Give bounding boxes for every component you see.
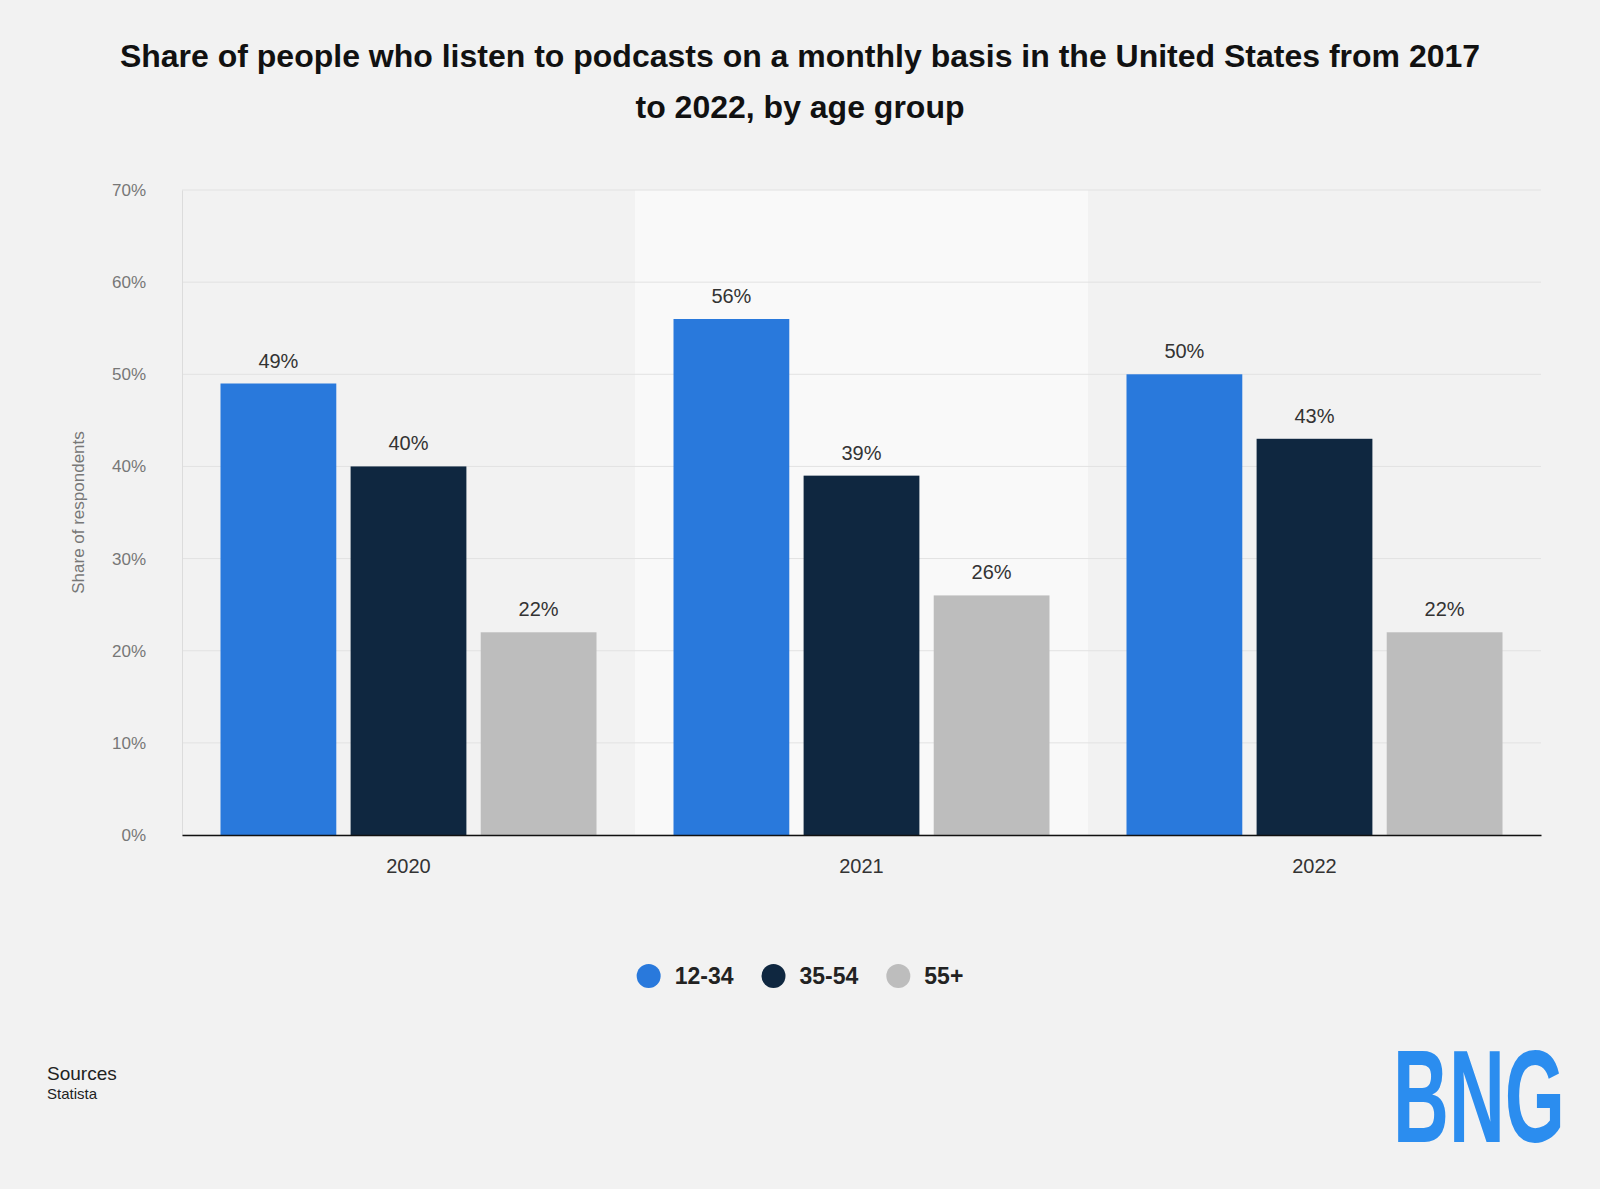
bar: [1387, 632, 1503, 835]
band-shading: [635, 190, 1088, 835]
legend-label: 55+: [924, 963, 963, 989]
y-tick: 20%: [112, 642, 182, 661]
data-label: 22%: [519, 598, 559, 620]
y-tick: 40%: [112, 457, 182, 476]
grid-line: [182, 374, 1541, 375]
x-tick: 2020: [386, 835, 431, 877]
data-labels: 49% 56% 50% 40% 39% 43% 22% 26% 22%: [258, 285, 1464, 620]
y-tick: 10%: [112, 734, 182, 753]
bar: [1257, 439, 1373, 835]
logo: BNG: [1393, 1023, 1565, 1170]
y-tick-label: 20%: [112, 642, 146, 661]
source: Statista: [47, 1085, 98, 1102]
x-tick-label: 2022: [1292, 855, 1337, 877]
y-tick: 60%: [112, 273, 182, 292]
y-tick-label: 10%: [112, 734, 146, 753]
data-label: 49%: [258, 350, 298, 372]
y-tick-label: 40%: [112, 457, 146, 476]
background: [0, 0, 1600, 1189]
x-axis: 2020 2021 2022: [183, 835, 1542, 877]
x-tick-label: 2020: [386, 855, 431, 877]
legend-swatch: [637, 964, 661, 988]
legend-swatch: [761, 964, 785, 988]
y-axis: 0% 10% 20% 30% 40% 50% 60% 70%: [112, 181, 183, 845]
y-axis-label: Share of respondents: [69, 431, 88, 594]
bar: [934, 595, 1050, 835]
grid-line: [182, 190, 1541, 191]
legend-label: 12-34: [675, 963, 734, 989]
data-label: 56%: [711, 285, 751, 307]
bars: [221, 319, 1503, 835]
bar: [351, 466, 467, 835]
bar: [674, 319, 790, 835]
y-tick: 0%: [121, 826, 182, 845]
x-axis-line: [183, 835, 1542, 837]
data-label: 50%: [1164, 340, 1204, 362]
x-tick-label: 2021: [839, 855, 884, 877]
band: [635, 190, 1088, 835]
x-tick: 2022: [1292, 835, 1337, 877]
x-tick: 2021: [839, 835, 884, 877]
bar: [804, 476, 920, 835]
data-label: 26%: [972, 561, 1012, 583]
data-label: 43%: [1294, 405, 1334, 427]
source-label: Sources: [47, 1063, 117, 1084]
grid: [182, 190, 1541, 835]
bar: [1127, 374, 1243, 835]
data-label: 22%: [1425, 598, 1465, 620]
bar: [221, 384, 337, 836]
title: Share of people who listen to podcasts o…: [120, 38, 1480, 125]
legend: 12-34 35-54 55+: [637, 963, 964, 989]
legend-label: 35-54: [799, 963, 858, 989]
grid-line: [182, 282, 1541, 283]
data-label: 39%: [841, 442, 881, 464]
y-axis-line: [182, 191, 183, 836]
y-tick: 30%: [112, 550, 182, 569]
legend-swatch: [886, 964, 910, 988]
y-tick-label: 60%: [112, 273, 146, 292]
chart: 0% 10% 20% 30% 40% 50% 60% 70% Share of responde…: [0, 0, 1600, 1189]
y-tick-label: 30%: [112, 550, 146, 569]
bar: [481, 632, 597, 835]
y-tick-label: 70%: [112, 181, 146, 200]
y-tick-label: 0%: [121, 826, 146, 845]
y-tick: 70%: [112, 181, 182, 200]
y-tick: 50%: [112, 365, 182, 384]
legend-item: 55+: [886, 963, 963, 989]
legend-item: 12-34: [637, 963, 734, 989]
y-tick-label: 50%: [112, 365, 146, 384]
legend-item: 35-54: [761, 963, 858, 989]
data-label: 40%: [388, 432, 428, 454]
